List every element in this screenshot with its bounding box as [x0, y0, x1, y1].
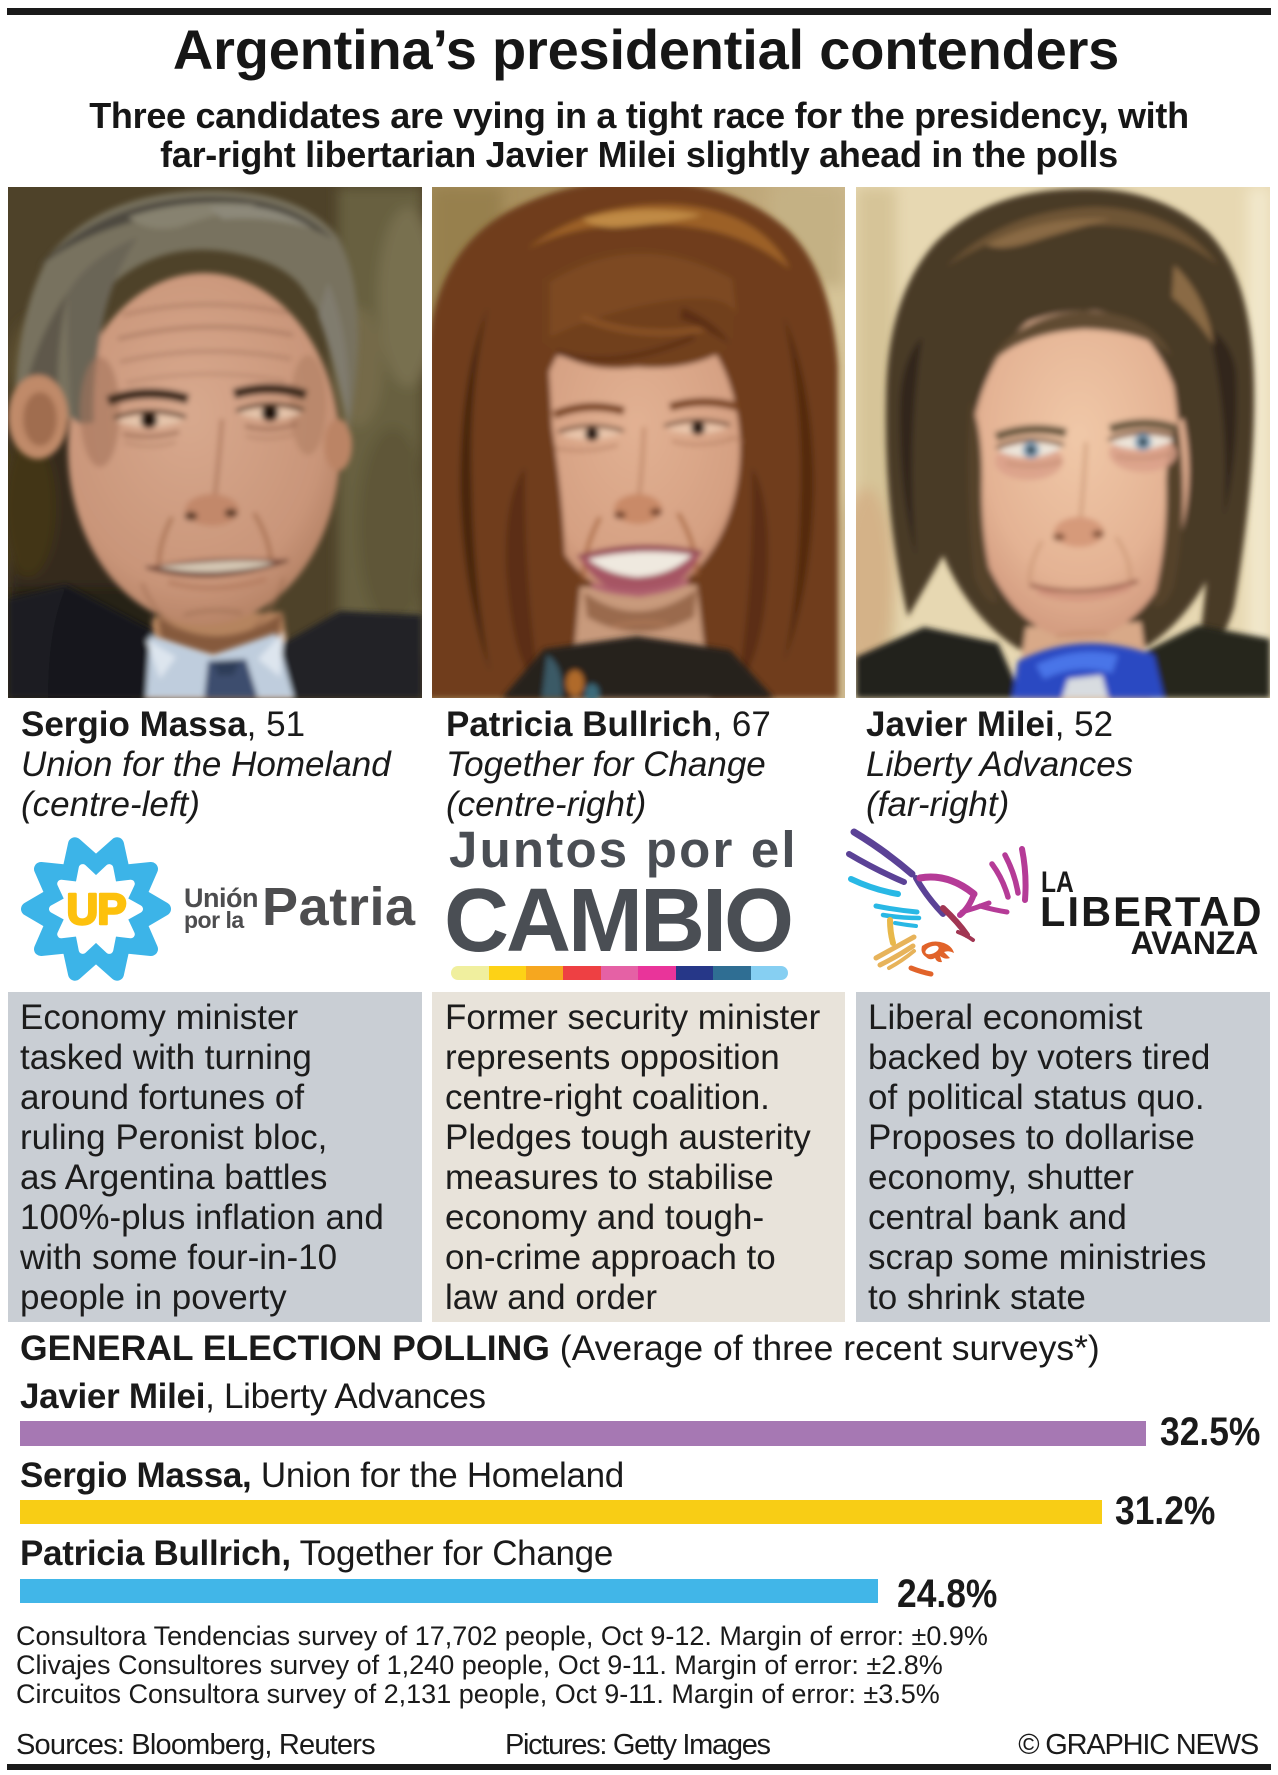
svg-text:UP: UP — [66, 885, 125, 934]
